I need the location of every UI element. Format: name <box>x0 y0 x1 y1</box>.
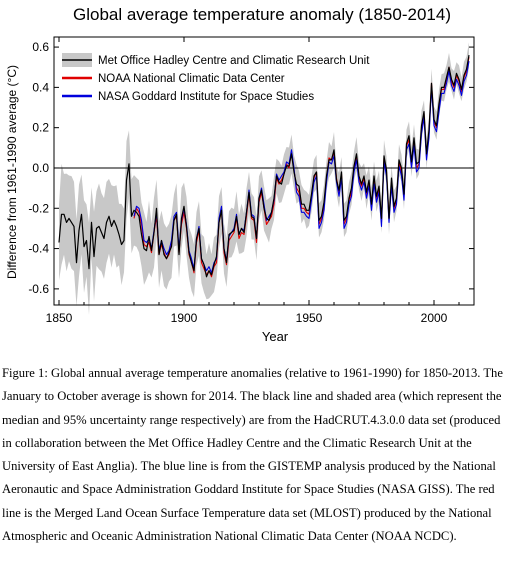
ticks-layer: 1850 1900 1950 2000 -0.6 -0.4 -0.2 0.0 0.2 0.4 0.6 <box>28 37 474 325</box>
chart-title: Global average temperature anomaly (1850… <box>73 5 451 24</box>
x-tick-label: 1850 <box>46 311 73 325</box>
y-tick-label: 0.6 <box>32 40 49 54</box>
legend-item-hadcrut: Met Office Hadley Centre and Climatic Re… <box>62 53 370 67</box>
y-tick-label: 0.2 <box>32 121 49 135</box>
y-tick-label: -0.6 <box>28 282 49 296</box>
series-layer <box>58 54 470 278</box>
x-tick-label: 2000 <box>421 311 448 325</box>
legend-item-noaa: NOAA National Climatic Data Center <box>62 73 285 85</box>
legend-item-nasa: NASA Goddard Institute for Space Studies <box>62 91 314 103</box>
y-tick-label: -0.2 <box>28 201 49 215</box>
x-tick-label: 1950 <box>296 311 323 325</box>
y-tick-label: 0.0 <box>32 161 49 175</box>
y-tick-label: 0.4 <box>32 80 49 94</box>
legend-label: Met Office Hadley Centre and Climatic Re… <box>98 55 370 67</box>
plot-frame <box>53 36 475 306</box>
legend-label: NASA Goddard Institute for Space Studies <box>98 91 314 103</box>
legend-label: NOAA National Climatic Data Center <box>98 73 285 85</box>
x-axis-label: Year <box>262 329 289 344</box>
y-axis-label: Difference from 1961-1990 average (°C) <box>5 65 19 279</box>
nasa-series-line <box>133 61 470 274</box>
legend: Met Office Hadley Centre and Climatic Re… <box>62 53 370 103</box>
temperature-chart: Global average temperature anomaly (1850… <box>5 5 475 344</box>
x-tick-label: 1900 <box>171 311 198 325</box>
figure-caption: Figure 1: Global annual average temperat… <box>2 366 503 544</box>
y-tick-label: -0.4 <box>28 242 49 256</box>
hadcrut-series-line <box>58 54 470 278</box>
